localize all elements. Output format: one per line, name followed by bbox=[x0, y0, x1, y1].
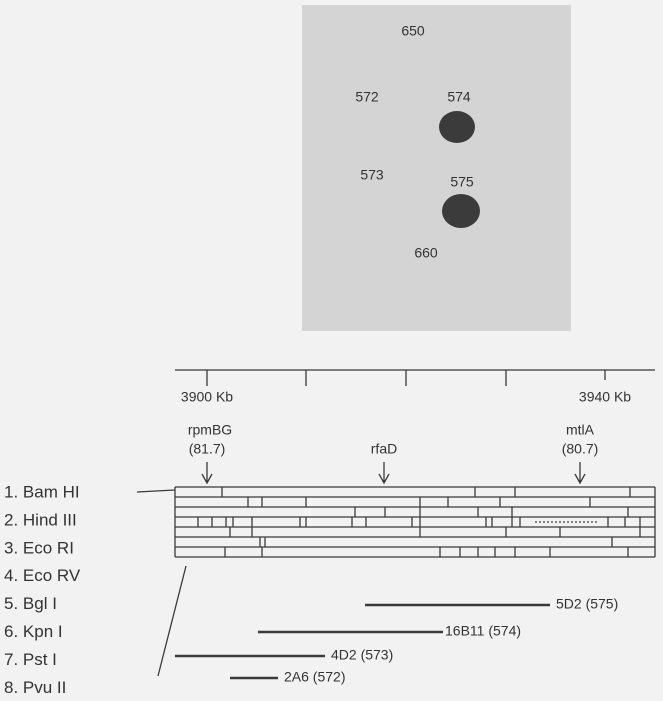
clone-label: 4D2 (573) bbox=[331, 647, 393, 663]
enzyme-label: 5. Bgl I bbox=[4, 594, 57, 613]
arrows bbox=[202, 462, 585, 483]
enzyme-label: 7. Pst I bbox=[4, 650, 57, 669]
blot-label: 574 bbox=[447, 89, 471, 105]
blot-label: 573 bbox=[360, 167, 384, 183]
blot-label: 575 bbox=[450, 174, 474, 190]
enzyme-label: 8. Pvu II bbox=[4, 678, 66, 696]
blot-dot bbox=[442, 194, 480, 228]
blot-dot bbox=[439, 111, 475, 143]
enzyme-label: 4. Eco RV bbox=[4, 566, 81, 585]
leader-lines bbox=[137, 490, 186, 676]
scale-bar bbox=[175, 370, 655, 386]
scale-label: 3940 Kb bbox=[579, 389, 631, 405]
blot-membrane bbox=[302, 5, 571, 331]
enzyme-label: 2. Hind III bbox=[4, 510, 77, 529]
gene-marker: mtlA bbox=[566, 422, 595, 438]
blot-label: 572 bbox=[355, 89, 379, 105]
enzyme-label: 3. Eco RI bbox=[4, 538, 74, 557]
clone-label: 5D2 (575) bbox=[556, 596, 618, 612]
blot-label: 650 bbox=[401, 23, 425, 39]
enzyme-label: 1. Bam HI bbox=[4, 482, 80, 501]
figure: 650 572 574 573 575 660 3900 Kb 3940 Kb … bbox=[0, 0, 663, 696]
gene-position: (80.7) bbox=[562, 441, 599, 457]
gene-position: (81.7) bbox=[189, 441, 226, 457]
enzyme-label: 6. Kpn I bbox=[4, 622, 63, 641]
page: 650 572 574 573 575 660 3900 Kb 3940 Kb … bbox=[0, 0, 663, 696]
blot-label: 660 bbox=[414, 245, 438, 261]
clone-label: 2A6 (572) bbox=[284, 669, 345, 685]
scale-label: 3900 Kb bbox=[181, 389, 233, 405]
gene-marker: rpmBG bbox=[188, 422, 232, 438]
gene-marker: rfaD bbox=[371, 441, 397, 457]
enzyme-list: 1. Bam HI 2. Hind III 3. Eco RI 4. Eco RV 5.… bbox=[4, 482, 81, 696]
clone-label: 16B11 (574) bbox=[445, 623, 521, 639]
